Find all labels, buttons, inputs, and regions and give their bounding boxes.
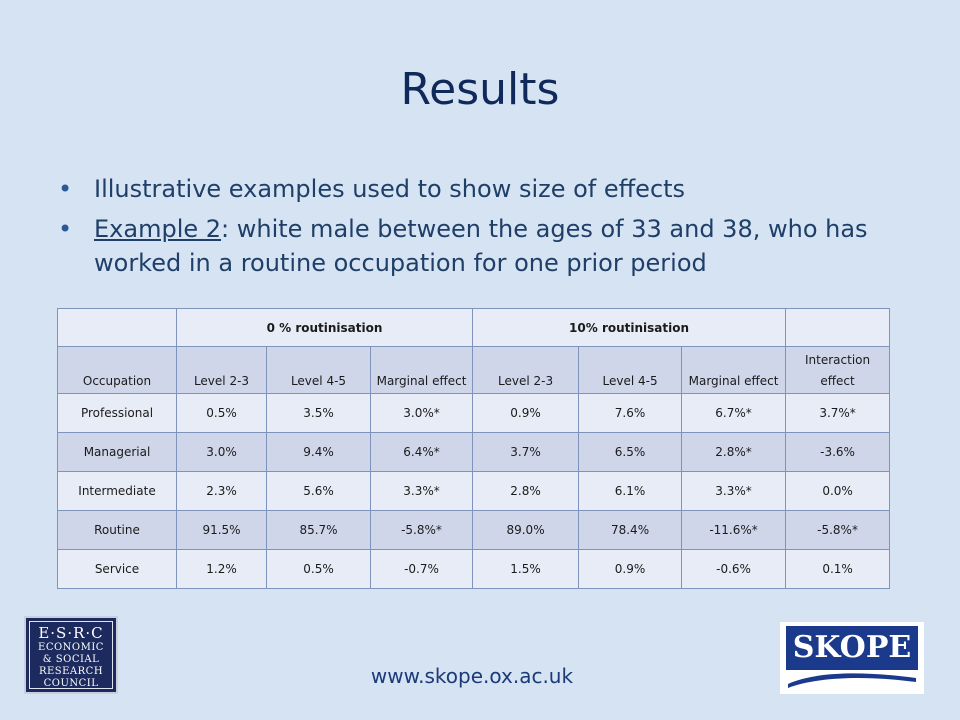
table-cell: -0.6% (681, 549, 787, 589)
bullet-list: • Illustrative examples used to show size… (58, 172, 918, 286)
table-cell: 89.0% (472, 510, 580, 550)
esrc-logo-frame: E·S·R·C ECONOMIC & SOCIAL RESEARCH COUNC… (29, 621, 113, 689)
table-cell: 3.0% (176, 432, 267, 472)
table-cell: 0.0% (785, 471, 891, 511)
column-header: Level 4-5 (578, 346, 683, 394)
table-cell: 6.4%* (369, 432, 474, 472)
table-row: Routine 91.5% 85.7% -5.8%* 89.0% 78.4% -… (57, 510, 891, 550)
table-cell: -5.8%* (785, 510, 891, 550)
bullet-item: • Illustrative examples used to show size… (58, 172, 918, 206)
table-cell: 2.3% (176, 471, 267, 511)
column-header: Occupation (57, 346, 177, 394)
table-cell: 7.6% (578, 393, 683, 433)
esrc-logo-line: RESEARCH (38, 666, 104, 677)
results-table: 0 % routinisation 10% routinisation Occu… (57, 308, 891, 589)
table-cell: 5.6% (266, 471, 371, 511)
table-cell: Service (57, 549, 177, 589)
table-cell: Managerial (57, 432, 177, 472)
wave-icon (788, 673, 916, 688)
table-cell: -5.8%* (369, 510, 474, 550)
group-header-row: 0 % routinisation 10% routinisation (57, 308, 891, 347)
table-cell: 6.7%* (681, 393, 787, 433)
table-cell: 9.4% (266, 432, 371, 472)
column-header: Marginal effect (681, 346, 787, 394)
bullet-text: : white male between the ages of 33 and … (94, 215, 868, 277)
column-header-row: Occupation Level 2-3 Level 4-5 Marginal … (57, 346, 891, 394)
table-row: Service 1.2% 0.5% -0.7% 1.5% 0.9% -0.6% … (57, 549, 891, 589)
table-cell: Professional (57, 393, 177, 433)
table-cell: 3.7% (472, 432, 580, 472)
esrc-logo-line: COUNCIL (43, 678, 99, 689)
table-cell: 3.3%* (369, 471, 474, 511)
skope-logo-text: SKOPE (786, 626, 918, 670)
table-cell: 1.5% (472, 549, 580, 589)
table-cell: 3.7%* (785, 393, 891, 433)
table-cell: 85.7% (266, 510, 371, 550)
example-link[interactable]: Example 2 (94, 215, 222, 243)
table-cell: 2.8%* (681, 432, 787, 472)
table-cell: 3.3%* (681, 471, 787, 511)
esrc-logo-line: ECONOMIC (38, 642, 104, 653)
bullet-icon: • (58, 215, 73, 243)
column-header: Interaction effect (785, 346, 891, 394)
table-row: Intermediate 2.3% 5.6% 3.3%* 2.8% 6.1% 3… (57, 471, 891, 511)
esrc-logo: E·S·R·C ECONOMIC & SOCIAL RESEARCH COUNC… (24, 616, 118, 694)
table-cell: 1.2% (176, 549, 267, 589)
table-cell: 0.5% (266, 549, 371, 589)
group-header-0pct: 0 % routinisation (175, 308, 474, 347)
group-header-10pct: 10% routinisation (472, 308, 787, 347)
table-cell: 0.1% (785, 549, 891, 589)
table-cell: 78.4% (578, 510, 683, 550)
column-header: Marginal effect (369, 346, 474, 394)
table-cell: 6.5% (578, 432, 683, 472)
table-row: Professional 0.5% 3.5% 3.0%* 0.9% 7.6% 6… (57, 393, 891, 433)
column-header: Level 4-5 (266, 346, 371, 394)
column-header: Level 2-3 (176, 346, 267, 394)
table-cell: 91.5% (176, 510, 267, 550)
table-cell: 3.5% (266, 393, 371, 433)
table-cell: -0.7% (369, 549, 474, 589)
bullet-icon: • (58, 175, 73, 203)
header-cell-empty (57, 308, 177, 347)
column-header: Level 2-3 (472, 346, 580, 394)
table-cell: 6.1% (578, 471, 683, 511)
table-cell: 0.9% (472, 393, 580, 433)
table-cell: 0.5% (176, 393, 267, 433)
table-cell: -3.6% (785, 432, 891, 472)
table-cell: Routine (57, 510, 177, 550)
table-cell: Intermediate (57, 471, 177, 511)
table-row: Managerial 3.0% 9.4% 6.4%* 3.7% 6.5% 2.8… (57, 432, 891, 472)
esrc-logo-initials: E·S·R·C (38, 624, 104, 642)
slide-title: Results (400, 64, 560, 115)
bullet-item: • Example 2: white male between the ages … (58, 212, 918, 280)
skope-logo: SKOPE (780, 622, 924, 694)
footer-url[interactable]: www.skope.ox.ac.uk (370, 664, 574, 688)
table-cell: 0.9% (578, 549, 683, 589)
table-cell: -11.6%* (681, 510, 787, 550)
esrc-logo-line: & SOCIAL (42, 654, 100, 665)
table-cell: 3.0%* (369, 393, 474, 433)
table-cell: 2.8% (472, 471, 580, 511)
header-cell-empty (785, 308, 891, 347)
bullet-text: Illustrative examples used to show size … (94, 175, 686, 203)
